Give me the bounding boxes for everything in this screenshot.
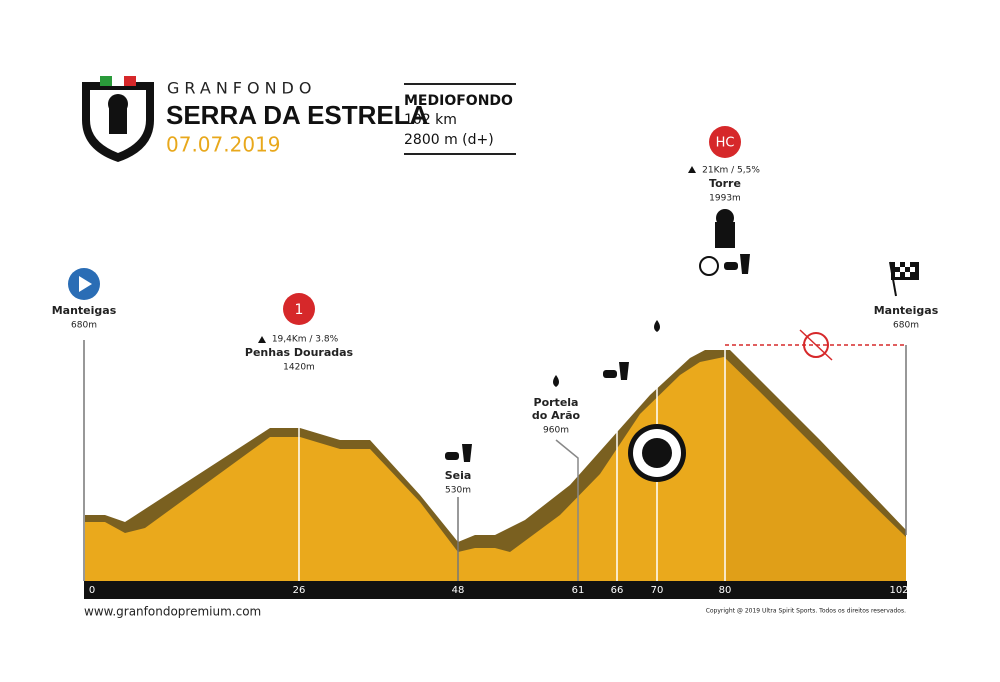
feed-icon [445,444,472,462]
seia-altitude: 530m [445,486,471,496]
logo [82,76,154,162]
no-timing-icon [799,329,833,361]
portela-name: do Arão [532,409,581,422]
km-label: 80 [719,585,732,596]
km-label: 70 [651,585,664,596]
finish-flag [889,261,919,297]
km-label: 0 [89,585,95,596]
climb-altitude: 1420m [283,363,315,373]
website: www.granfondopremium.com [84,605,261,619]
water-icon [654,320,660,332]
event-date: 07.07.2019 [166,133,281,157]
climb-stats: 21Km / 5,5% [702,166,760,176]
climb-badge-label: 1 [295,302,304,318]
start-icon [79,276,92,292]
portela-altitude: 960m [543,426,569,436]
start-altitude: 680m [71,321,97,331]
tower-icon [715,209,735,248]
climb-icon [688,166,696,173]
finish-name: Manteigas [874,304,939,317]
km-label: 48 [452,585,465,596]
km-label: 61 [572,585,585,596]
feed-icon [603,362,629,380]
km-label: 66 [611,585,624,596]
climb-name: Penhas Douradas [245,346,354,359]
descent-hatch [724,357,906,581]
copyright: Copyright @ 2019 Ultra Spirit Sports. To… [706,608,906,615]
climb-badge [283,293,315,325]
start-name: Manteigas [52,304,117,317]
finish-altitude: 680m [893,321,919,331]
no-timing-icon [803,332,829,358]
climb-icon [258,336,266,343]
distance: 102 km [404,112,457,128]
km-bar [84,581,907,599]
event-title: SERRA DA ESTRELA [166,100,429,130]
climb-badge-label: HC [716,136,735,151]
seia-name: Seia [445,469,472,482]
climb-stats: 19,4Km / 3.8% [272,335,339,345]
km-label: 26 [293,585,306,596]
km-label: 102 [889,585,908,596]
climb-badge [709,126,741,158]
brand: GRANFONDO [167,79,316,98]
climb-altitude: 1993m [709,194,741,204]
services-icon [699,254,750,276]
route-name: MEDIOFONDO [404,93,513,109]
water-icon [553,375,559,387]
sponsor-logo [642,438,672,468]
climb-name: Torre [709,177,741,190]
portela-name: Portela [534,396,579,409]
profile-area [85,357,906,581]
elevation-gain: 2800 m (d+) [404,132,494,148]
